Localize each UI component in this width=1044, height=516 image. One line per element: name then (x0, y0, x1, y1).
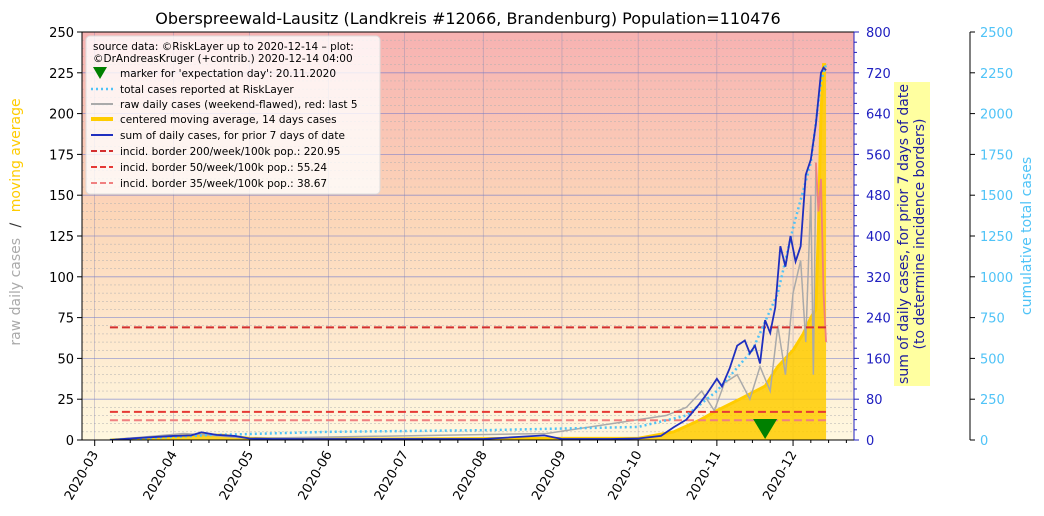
x-tick-label: 2020-04 (141, 449, 181, 504)
y-right1-tick-label: 720 (866, 67, 891, 82)
y-left-tick-label: 250 (49, 26, 74, 41)
legend-entry-ma: centered moving average, 14 days cases (120, 114, 337, 126)
y-right2-tick-label: 1750 (980, 148, 1013, 163)
y-right1-tick-label: 400 (866, 230, 891, 245)
y-left-tick-label: 100 (49, 271, 74, 286)
y-label-right1-line1: sum of daily cases, for prior 7 days of … (896, 84, 912, 384)
raw-daily-line (109, 162, 817, 440)
sum7-line (109, 66, 827, 440)
y-right1-tick-label: 240 (866, 312, 891, 327)
y-right1-tick-label: 0 (866, 434, 874, 449)
legend-entry-border200: incid. border 200/week/100k pop.: 220.95 (120, 146, 340, 158)
y-left-tick-label: 125 (49, 230, 74, 245)
y-label-right1-line2: (to determine incidence borders) (912, 119, 928, 350)
legend-entry-total: total cases reported at RiskLayer (120, 84, 294, 96)
y-right2-tick-label: 250 (980, 393, 1005, 408)
y-right1-tick-label: 560 (866, 148, 891, 163)
x-tick-label: 2020-12 (760, 449, 800, 504)
x-tick-label: 2020-07 (372, 449, 412, 504)
y-left-tick-label: 50 (57, 352, 74, 367)
y-left-tick-label: 0 (66, 434, 74, 449)
legend-entry-border35: incid. border 35/week/100k pop.: 38.67 (120, 178, 327, 190)
legend-source-1: source data: ©RiskLayer up to 2020-12-14… (93, 41, 354, 53)
y-right1-tick-label: 320 (866, 271, 891, 286)
y-right2-tick-label: 750 (980, 312, 1005, 327)
y-label-left: raw daily cases / moving average (8, 98, 24, 345)
legend-entry-border50: incid. border 50/week/100k pop.: 55.24 (120, 162, 327, 174)
y-left-tick-label: 225 (49, 67, 74, 82)
x-tick-label: 2020-08 (451, 448, 491, 503)
y-left-tick-label: 25 (57, 393, 74, 408)
legend-entry-marker: marker for 'expectation day': 20.11.2020 (120, 68, 336, 80)
y-left-tick-label: 75 (57, 312, 74, 327)
y-right2-tick-label: 1000 (980, 271, 1013, 286)
legend: source data: ©RiskLayer up to 2020-12-14… (85, 35, 381, 195)
expectation-day-marker (753, 419, 778, 439)
y-label-left-ma: moving average (8, 98, 24, 212)
y-left-tick-label: 150 (49, 189, 74, 204)
y-right2-tick-label: 2500 (980, 26, 1013, 41)
y-right2-tick-label: 500 (980, 352, 1005, 367)
y-right2-tick-label: 2000 (980, 108, 1013, 123)
y-right1-tick-label: 80 (866, 393, 883, 408)
x-tick-label: 2020-09 (529, 449, 569, 504)
y-right2-tick-label: 2250 (980, 67, 1013, 82)
y-right1-tick-label: 160 (866, 352, 891, 367)
y-right2-tick-label: 0 (980, 434, 988, 449)
x-tick-label: 2020-06 (296, 449, 336, 504)
y-label-left-sep: / (8, 222, 24, 227)
raw-last5-line (815, 162, 827, 343)
legend-marker-icon (93, 67, 107, 79)
y-right2-tick-label: 1250 (980, 230, 1013, 245)
y-left-tick-label: 175 (49, 148, 74, 163)
y-right1-tick-label: 480 (866, 189, 891, 204)
chart-title: Oberspreewald-Lausitz (Landkreis #12066,… (155, 9, 780, 28)
legend-entry-raw: raw daily cases (weekend-flawed), red: l… (120, 99, 358, 111)
y-right2-tick-label: 1500 (980, 189, 1013, 204)
y-label-right2: cumulative total cases (1019, 157, 1035, 315)
y-right1-tick-label: 800 (866, 26, 891, 41)
x-tick-label: 2020-10 (605, 449, 645, 504)
y-left-tick-label: 200 (49, 108, 74, 123)
moving-average-area (109, 64, 827, 440)
y-right1-tick-label: 640 (866, 108, 891, 123)
x-tick-label: 2020-03 (62, 449, 102, 504)
x-tick-label: 2020-05 (217, 449, 257, 504)
series-group (109, 63, 828, 440)
y-label-right1-box (894, 82, 930, 386)
legend-box (85, 35, 381, 195)
legend-source-2: ©DrAndreasKruger (+contrib.) 2020-12-14 … (93, 53, 353, 65)
x-tick-label: 2020-11 (684, 449, 724, 504)
legend-entry-sum7: sum of daily cases, for prior 7 days of … (120, 130, 345, 142)
y-label-left-raw: raw daily cases (8, 238, 24, 346)
